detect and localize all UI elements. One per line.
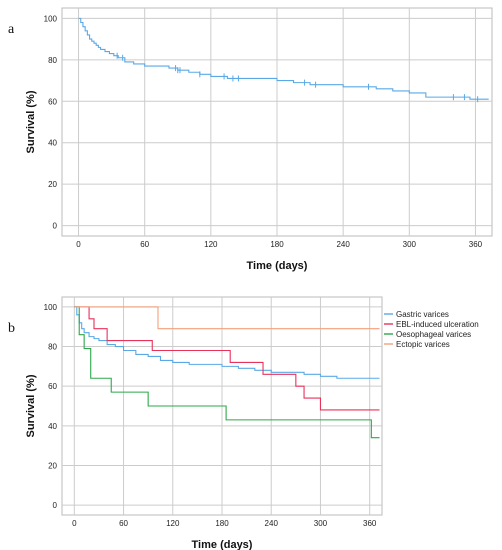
x-tick-label-b: 240: [265, 519, 279, 528]
y-tick-label-a: 80: [48, 56, 57, 65]
x-ticks-b: 0 60 120 180 240 300 360: [72, 519, 377, 528]
series-line-b-3: [74, 306, 380, 330]
x-tick-label-b: 180: [215, 519, 229, 528]
series-line-b-0: [74, 306, 380, 379]
x-tick-label-a: 120: [204, 240, 218, 249]
panel-b: b 0 20 40 60 80 100 0 60 120 180 240 300 360 Gastri…: [8, 296, 479, 550]
y-tick-label-a: 0: [53, 222, 58, 231]
y-tick-label-b: 20: [48, 461, 57, 470]
y-tick-label-b: 60: [48, 382, 57, 391]
x-tick-label-b: 300: [314, 519, 328, 528]
legend-label-3: Ectopic varices: [396, 340, 450, 349]
series-line-b-1: [74, 306, 380, 411]
y-ticks-a: 0 20 40 60 80 100: [44, 14, 58, 230]
x-tick-label-a: 60: [140, 240, 149, 249]
y-ticks-b: 0 20 40 60 80 100: [44, 303, 58, 510]
gridlines-a: [62, 8, 492, 236]
y-tick-label-a: 40: [48, 139, 57, 148]
x-tick-label-a: 180: [270, 240, 284, 249]
panel-label-b: b: [8, 321, 15, 336]
legend-label-2: Oesophageal varices: [396, 330, 471, 339]
series-line-b-2: [74, 306, 380, 439]
x-tick-label-b: 0: [72, 519, 77, 528]
series-a: [78, 17, 489, 103]
legend-label-1: EBL-induced ulceration: [396, 320, 479, 329]
series-b: [74, 306, 380, 439]
y-tick-label-b: 40: [48, 422, 57, 431]
y-axis-label-a: Survival (%): [25, 90, 37, 153]
x-tick-label-a: 240: [336, 240, 350, 249]
panel-a: a 0 20 40 60 80 100 0 60 120 180 240 300 360 Surviv…: [8, 7, 493, 272]
x-axis-label-b: Time (days): [192, 539, 253, 550]
y-tick-label-b: 0: [53, 501, 58, 510]
x-axis-label-a: Time (days): [247, 260, 308, 272]
x-tick-label-a: 360: [469, 240, 483, 249]
legend-label-0: Gastric varices: [396, 310, 449, 319]
series-line-a-0: [78, 17, 489, 100]
x-tick-label-b: 360: [363, 519, 377, 528]
y-tick-label-a: 100: [44, 14, 58, 23]
panel-label-a: a: [8, 22, 15, 37]
x-tick-label-b: 60: [119, 519, 128, 528]
y-tick-label-b: 100: [44, 303, 58, 312]
y-axis-label-b: Survival (%): [25, 374, 37, 437]
x-ticks-a: 0 60 120 180 240 300 360: [76, 240, 482, 249]
x-tick-label-a: 0: [76, 240, 81, 249]
y-tick-label-b: 80: [48, 343, 57, 352]
x-tick-label-a: 300: [403, 240, 417, 249]
x-tick-label-b: 120: [166, 519, 180, 528]
y-tick-label-a: 20: [48, 180, 57, 189]
y-tick-label-a: 60: [48, 97, 57, 106]
